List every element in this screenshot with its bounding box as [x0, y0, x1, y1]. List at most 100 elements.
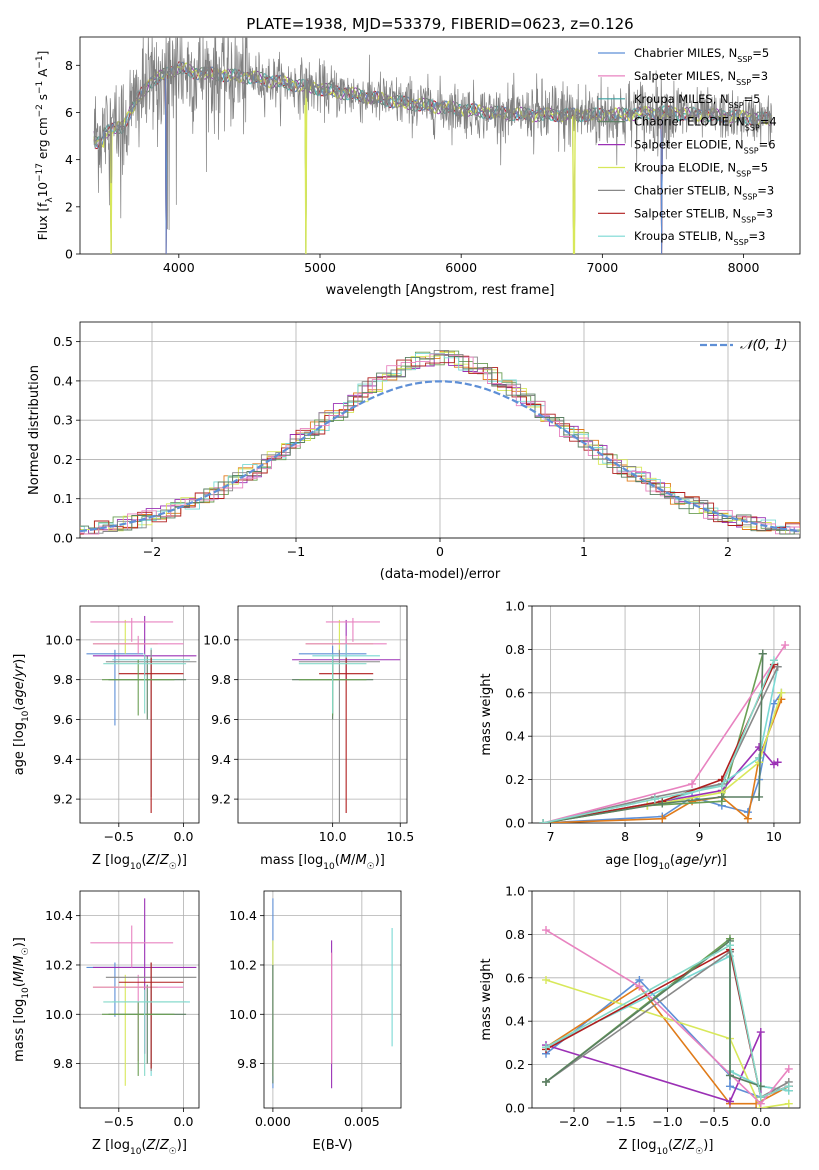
mass-vs-ebv-xlabel: E(B-V) [312, 1138, 352, 1153]
age-vs-Z-xtick-label: −0.5 [104, 829, 134, 844]
spectrum-axes: 4000 5000 6000 7000 8000 0 2 4 6 8 [65, 36, 801, 275]
age-vs-mass-ytick-label: 9.2 [211, 792, 231, 807]
spectrum-xtick-label: 4000 [163, 260, 195, 275]
mass-vs-ebv-ytick-label: 10.0 [229, 1007, 257, 1022]
spectrum-legend-entry: Salpeter STELIB, NSSP=3 [634, 206, 773, 224]
age-vs-mass-ytick-label: 9.6 [211, 712, 231, 727]
mass-weight-vs-age-xtick-label: 8 [621, 829, 629, 844]
mass-vs-Z-axes: −0.5 0.0 9.8 10.0 10.2 10.4 [45, 890, 200, 1129]
mass-weight-vs-Z-ylabel: mass weight [479, 958, 494, 1040]
mass-weight-vs-age-marker [773, 758, 782, 767]
mass-weight-vs-age-xtick-label: 9 [696, 829, 704, 844]
age-vs-Z-ytick-label: 10.0 [45, 632, 73, 647]
mass-weight-vs-Z-series [542, 926, 793, 1108]
mass-weight-vs-age-marker [717, 782, 726, 791]
age-vs-mass-axes: 10.0 10.5 9.2 9.4 9.6 9.8 10.0 [203, 605, 414, 844]
mass-weight-vs-age-marker [650, 795, 659, 804]
mass-weight-vs-age-marker [743, 814, 752, 823]
mass-weight-vs-age-xtick-label: 7 [547, 829, 555, 844]
residuals-histogram [80, 355, 800, 535]
mass-vs-ebv-xtick-label: 0.005 [344, 1114, 380, 1129]
age-vs-mass-xtick-label: 10.0 [319, 829, 347, 844]
mass-weight-vs-Z-marker [725, 1097, 734, 1106]
mass-weight-vs-Z-line [545, 939, 762, 1088]
age-vs-Z-points [86, 615, 197, 814]
spectrum-xtick-label: 6000 [445, 260, 477, 275]
residuals-ytick-label: 0.1 [53, 491, 73, 506]
residuals-xtick-label: 0 [436, 544, 444, 559]
spectrum-data-line [93, 37, 773, 231]
mass-vs-ebv-xtick-label: 0.000 [255, 1114, 291, 1129]
mass-weight-vs-Z-marker [542, 926, 551, 935]
mass-vs-ebv-ytick-label: 10.4 [229, 908, 257, 923]
spectrum-ytick-label: 2 [65, 199, 73, 214]
spectrum-legend-entry: Kroupa STELIB, NSSP=3 [634, 229, 765, 247]
mass-weight-vs-age-ytick-label: 0.6 [505, 685, 525, 700]
spectrum-legend-entry: Salpeter ELODIE, NSSP=6 [634, 138, 776, 156]
spectrum-ytick-label: 0 [65, 247, 73, 262]
spectrum-legend-entry: Kroupa ELODIE, NSSP=5 [634, 161, 768, 179]
residuals-ytick-label: 0.5 [53, 334, 73, 349]
age-vs-mass-xlabel: mass [log10(M/M☉)] [260, 853, 385, 872]
spectrum-lines [93, 37, 773, 254]
spectrum-ytick-label: 6 [65, 105, 73, 120]
mass-weight-vs-age-ytick-label: 0.8 [505, 642, 525, 657]
figure-title: PLATE=1938, MJD=53379, FIBERID=0623, z=0… [246, 15, 633, 33]
spectrum-xtick-label: 8000 [728, 260, 760, 275]
mass-weight-vs-Z-marker [725, 1071, 734, 1080]
residuals-ytick-label: 0.4 [53, 373, 73, 388]
mass-weight-vs-Z-ytick-label: 0.2 [505, 1057, 525, 1072]
residuals-ylabel: Normed distribution [27, 365, 42, 495]
mass-weight-vs-age-axes: 7 8 9 10 0.0 0.2 0.4 0.6 0.8 1.0 [505, 599, 801, 844]
mass-weight-vs-Z-marker [542, 1077, 551, 1086]
mass-weight-vs-Z-marker [635, 982, 644, 991]
mass-weight-vs-Z-line [545, 944, 790, 1099]
mass-weight-vs-age-line [543, 666, 779, 823]
mass-weight-vs-age-marker [758, 649, 767, 658]
mass-weight-vs-Z-marker [784, 1099, 793, 1108]
age-vs-Z-ylabel: age [log10(age/yr)] [12, 654, 31, 776]
mass-weight-vs-Z-ytick-label: 0.8 [505, 927, 525, 942]
residuals-normal-curve [80, 380, 798, 533]
residuals-ytick-label: 0.0 [53, 531, 73, 546]
age-vs-Z-frame [79, 605, 200, 824]
age-vs-Z-ytick-label: 9.6 [53, 712, 73, 727]
mass-weight-vs-age-marker [688, 779, 697, 788]
mass-weight-vs-Z-marker [756, 1093, 765, 1102]
mass-weight-vs-age-ytick-label: 0.4 [505, 729, 525, 744]
mass-weight-vs-Z-marker [542, 975, 551, 984]
age-vs-mass-points [292, 617, 401, 823]
age-vs-Z-ytick-label: 9.2 [53, 792, 73, 807]
mass-weight-vs-age-line [543, 659, 775, 823]
age-vs-mass-ytick-label: 9.8 [211, 672, 231, 687]
mass-weight-vs-age-marker [777, 688, 786, 697]
age-vs-Z-xlabel: Z [log10(Z/Z☉)] [92, 853, 187, 872]
mass-weight-vs-Z-frame [531, 890, 801, 1109]
residuals-xtick-label: 2 [724, 544, 732, 559]
mass-weight-vs-age-marker [769, 699, 778, 708]
spectrum-legend-entry: Chabrier STELIB, NSSP=3 [634, 183, 774, 201]
spectrum-legend: Chabrier MILES, NSSP=5 Salpeter MILES, NS… [598, 46, 777, 247]
mass-weight-vs-age-ytick-label: 0.2 [505, 772, 525, 787]
residuals-xtick-label: −1 [287, 544, 305, 559]
mass-weight-vs-Z-marker [725, 941, 734, 950]
mass-weight-vs-Z-marker [542, 1043, 551, 1052]
mass-weight-vs-Z-xtick-label: −2.0 [559, 1114, 589, 1129]
mass-weight-vs-age-marker [755, 792, 764, 801]
residuals-ytick-label: 0.3 [53, 413, 73, 428]
residuals-histogram [80, 352, 800, 535]
residuals-xlabel: (data-model)/error [380, 567, 501, 582]
spectrum-legend-entry: Chabrier ELODIE, NSSP=4 [634, 115, 777, 133]
mass-weight-vs-age-series [539, 641, 790, 823]
residuals-ytick-label: 0.2 [53, 452, 73, 467]
spectrum-xtick-label: 7000 [586, 260, 618, 275]
age-vs-mass-ytick-label: 9.4 [211, 752, 231, 767]
mass-weight-vs-age-xtick-label: 10 [766, 829, 782, 844]
age-vs-mass-ytick-label: 10.0 [203, 632, 231, 647]
mass-weight-vs-Z-ytick-label: 1.0 [505, 884, 525, 899]
mass-weight-vs-age-marker [717, 792, 726, 801]
spectrum-ytick-label: 4 [65, 152, 73, 167]
spectrum-legend-entry: Salpeter MILES, NSSP=3 [634, 69, 768, 87]
mass-weight-vs-age-marker [769, 656, 778, 665]
mass-vs-ebv-ytick-label: 10.2 [229, 957, 257, 972]
